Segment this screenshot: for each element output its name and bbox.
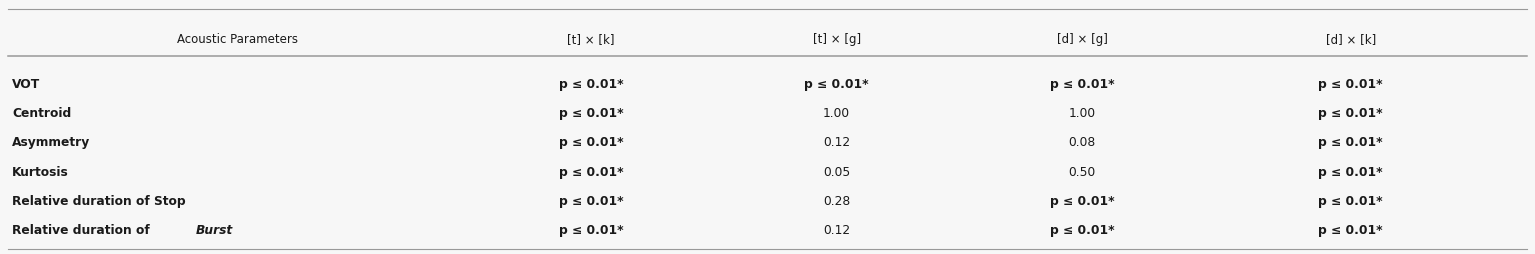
Text: 0.28: 0.28 [823,194,850,207]
Text: p ≤ 0.01*: p ≤ 0.01* [1050,224,1114,236]
Text: p ≤ 0.01*: p ≤ 0.01* [559,136,623,149]
Text: [d] × [g]: [d] × [g] [1056,33,1108,46]
Text: p ≤ 0.01*: p ≤ 0.01* [1319,136,1383,149]
Text: 0.12: 0.12 [823,136,850,149]
Text: p ≤ 0.01*: p ≤ 0.01* [559,194,623,207]
Text: p ≤ 0.01*: p ≤ 0.01* [559,77,623,90]
Text: p ≤ 0.01*: p ≤ 0.01* [1319,194,1383,207]
Text: Acoustic Parameters: Acoustic Parameters [178,33,298,46]
Text: p ≤ 0.01*: p ≤ 0.01* [1050,77,1114,90]
Text: p ≤ 0.01*: p ≤ 0.01* [1319,224,1383,236]
Text: p ≤ 0.01*: p ≤ 0.01* [559,107,623,119]
Text: Burst: Burst [195,224,233,236]
Text: p ≤ 0.01*: p ≤ 0.01* [804,77,869,90]
Text: Asymmetry: Asymmetry [12,136,91,149]
Text: Centroid: Centroid [12,107,72,119]
Text: 1.00: 1.00 [823,107,850,119]
Text: VOT: VOT [12,77,40,90]
Text: p ≤ 0.01*: p ≤ 0.01* [1319,107,1383,119]
Text: Relative duration of Stop: Relative duration of Stop [12,194,186,207]
Text: Kurtosis: Kurtosis [12,165,69,178]
Text: p ≤ 0.01*: p ≤ 0.01* [559,224,623,236]
Text: 0.50: 0.50 [1068,165,1096,178]
Text: 0.12: 0.12 [823,224,850,236]
Text: p ≤ 0.01*: p ≤ 0.01* [559,165,623,178]
Text: Relative duration of: Relative duration of [12,224,155,236]
Text: 1.00: 1.00 [1068,107,1096,119]
Text: 0.08: 0.08 [1068,136,1096,149]
Text: [d] × [k]: [d] × [k] [1326,33,1375,46]
Text: [t] × [g]: [t] × [g] [812,33,861,46]
Text: 0.05: 0.05 [823,165,850,178]
Text: p ≤ 0.01*: p ≤ 0.01* [1050,194,1114,207]
Text: p ≤ 0.01*: p ≤ 0.01* [1319,77,1383,90]
Text: [t] × [k]: [t] × [k] [568,33,614,46]
Text: p ≤ 0.01*: p ≤ 0.01* [1319,165,1383,178]
